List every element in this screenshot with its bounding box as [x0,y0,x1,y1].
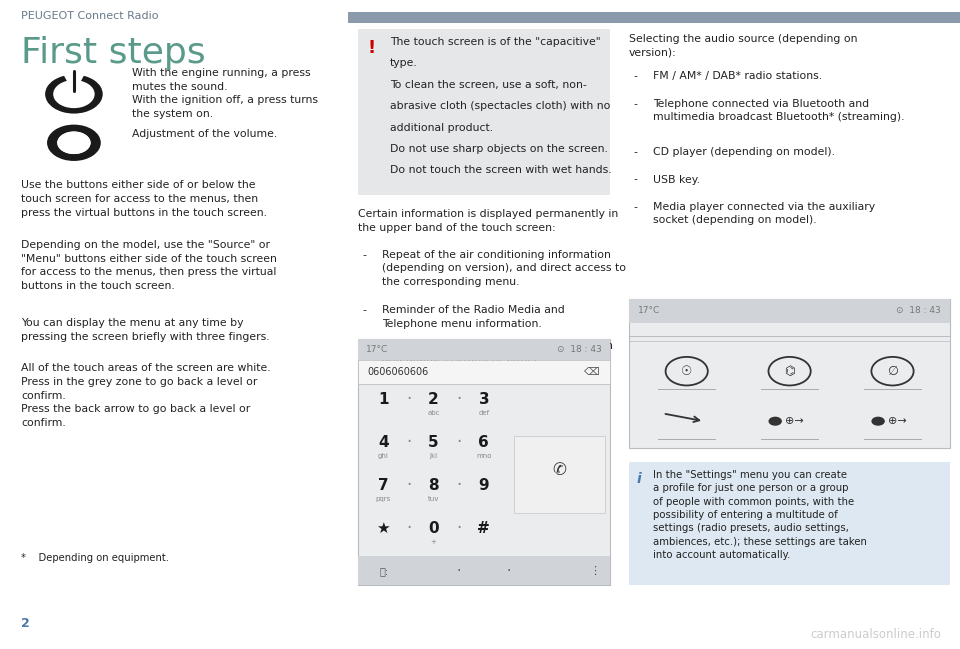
Text: carmanualsonline.info: carmanualsonline.info [810,628,941,641]
Text: -: - [363,250,367,260]
Bar [358,29,610,195]
Text: ∅: ∅ [887,365,898,378]
Text: !: ! [368,39,375,57]
Text: 2: 2 [428,392,439,407]
Text: 3: 3 [478,392,490,407]
Text: With the engine running, a press
mutes the sound.
With the ignition off, a press: With the engine running, a press mutes t… [132,68,318,119]
Text: ✆: ✆ [552,461,566,479]
Bar [348,12,960,23]
Text: ⊕→: ⊕→ [888,416,906,426]
Text: additional product.: additional product. [390,123,492,132]
Text: Media player connected via the auxiliary
socket (depending on model).: Media player connected via the auxiliary… [653,202,875,225]
Text: -: - [634,147,637,157]
Text: Depending on the model, use the "Source" or
"Menu" buttons either side of the to: Depending on the model, use the "Source"… [21,240,277,291]
Text: 0606060606: 0606060606 [368,367,429,377]
Text: 1: 1 [378,392,389,407]
Text: type.: type. [390,58,418,68]
Text: ⊕→: ⊕→ [785,416,804,426]
Bar [358,339,610,585]
Text: ★: ★ [376,520,390,535]
Text: Certain information is displayed permanently in
the upper band of the touch scre: Certain information is displayed permane… [358,209,618,232]
Text: ·: · [456,390,462,408]
Text: Do not touch the screen with wet hands.: Do not touch the screen with wet hands. [390,165,612,175]
Text: FM / AM* / DAB* radio stations.: FM / AM* / DAB* radio stations. [653,71,822,81]
Text: You can display the menu at any time by
pressing the screen briefly with three f: You can display the menu at any time by … [21,318,270,341]
Text: ·: · [456,519,462,537]
Text: To clean the screen, use a soft, non-: To clean the screen, use a soft, non- [390,80,587,90]
Text: First steps: First steps [21,36,205,69]
Text: -: - [634,99,637,108]
Text: abc: abc [427,411,440,417]
Text: +: + [431,539,437,545]
Text: Repeat of the air conditioning information
(depending on version), and direct ac: Repeat of the air conditioning informati… [382,250,626,287]
Bar [358,360,610,384]
Circle shape [58,132,90,154]
Text: ghi: ghi [378,454,389,459]
Text: CD player (depending on model).: CD player (depending on model). [653,147,835,157]
Text: mno: mno [476,454,492,459]
Wedge shape [47,125,101,161]
Text: pqrs: pqrs [375,496,391,502]
Bar [514,436,605,513]
Text: ·: · [406,476,411,494]
Circle shape [768,417,782,426]
Text: -: - [634,202,637,212]
Text: ⎓:: ⎓: [379,566,389,576]
Text: ⋮: ⋮ [588,566,600,576]
Wedge shape [63,73,84,94]
Text: jkl: jkl [429,454,438,459]
Text: Use the buttons either side of or below the
touch screen for access to the menus: Use the buttons either side of or below … [21,180,267,217]
Text: ·: · [457,564,461,578]
Wedge shape [45,75,103,114]
Text: #: # [477,520,491,535]
Text: def: def [478,411,490,417]
Circle shape [872,417,885,426]
Text: ☉: ☉ [681,365,692,378]
Text: ·: · [456,434,462,451]
Text: -: - [634,71,637,81]
Text: PEUGEOT Connect Radio: PEUGEOT Connect Radio [21,11,158,21]
Text: -: - [634,175,637,184]
Text: 8: 8 [428,478,439,493]
Text: All of the touch areas of the screen are white.
Press in the grey zone to go bac: All of the touch areas of the screen are… [21,363,271,428]
Text: 0: 0 [428,520,439,535]
Text: ⌬: ⌬ [784,365,795,378]
Bar [358,339,610,360]
Bar [629,299,950,448]
Text: tuv: tuv [428,496,440,502]
Text: ·: · [456,476,462,494]
Text: Selecting the audio source (depending on
version):: Selecting the audio source (depending on… [629,34,857,57]
Text: 9: 9 [478,478,490,493]
Text: ·: · [406,519,411,537]
Text: 17°C: 17°C [366,345,388,354]
Text: ⌫: ⌫ [585,367,600,377]
Text: ⊙  18 : 43: ⊙ 18 : 43 [896,306,941,315]
Text: USB key.: USB key. [653,175,700,184]
Text: 5: 5 [428,435,439,450]
Text: In the "Settings" menu you can create
a profile for just one person or a group
o: In the "Settings" menu you can create a … [653,470,867,560]
Text: ⊙  18 : 43: ⊙ 18 : 43 [557,345,602,354]
Text: Adjustment of the volume.: Adjustment of the volume. [132,129,276,140]
Text: -: - [363,341,367,350]
Text: The touch screen is of the "capacitive": The touch screen is of the "capacitive" [390,37,600,47]
Text: *    Depending on equipment.: * Depending on equipment. [21,553,169,563]
Text: 6: 6 [478,435,490,450]
Text: Access to the Settings of the touch screen
and digital instrument panel.: Access to the Settings of the touch scre… [382,341,612,364]
Text: ·: · [406,390,411,408]
Text: 2: 2 [21,617,30,630]
Bar [358,556,610,585]
Bar [629,462,950,585]
Text: abrasive cloth (spectacles cloth) with no: abrasive cloth (spectacles cloth) with n… [390,101,611,111]
Text: 4: 4 [378,435,389,450]
Text: Reminder of the Radio Media and
Telephone menu information.: Reminder of the Radio Media and Telephon… [382,305,564,328]
Text: Telephone connected via Bluetooth and
multimedia broadcast Bluetooth* (streaming: Telephone connected via Bluetooth and mu… [653,99,904,122]
Text: 17°C: 17°C [638,306,660,315]
Text: ·: · [406,434,411,451]
Bar [629,299,950,323]
Text: 7: 7 [378,478,389,493]
Text: ·: · [507,564,511,578]
Text: -: - [363,305,367,315]
Text: i: i [636,472,641,486]
Text: Do not use sharp objects on the screen.: Do not use sharp objects on the screen. [390,144,608,154]
